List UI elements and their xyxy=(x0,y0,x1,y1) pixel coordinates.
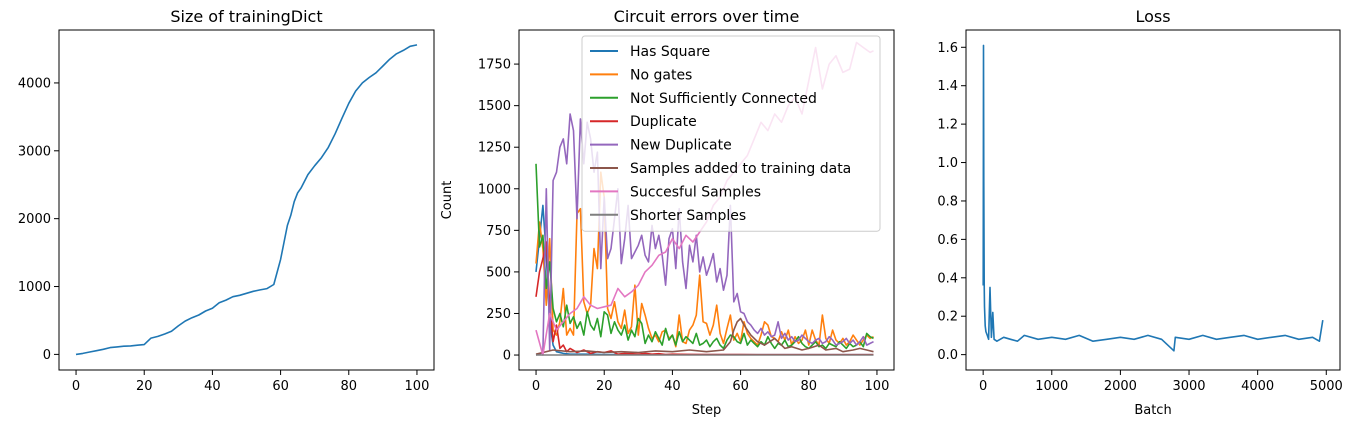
y-tick-label: 0.2 xyxy=(937,310,958,325)
y-tick-label: 1000 xyxy=(18,280,51,295)
legend: Has Square No gates Not Sufficiently Conne… xyxy=(581,35,881,232)
x-tick-label: 0 xyxy=(532,379,540,394)
x-tick-label: 80 xyxy=(800,379,817,394)
x-tick-label: 0 xyxy=(979,379,987,394)
x-tick-label: 2000 xyxy=(1104,379,1137,394)
plot-frame xyxy=(58,29,435,371)
y-tick-label: 1.0 xyxy=(937,156,958,171)
y-tick-label: 1.4 xyxy=(937,79,958,94)
y-tick-label: 0.6 xyxy=(937,233,958,248)
x-tick-label: 60 xyxy=(732,379,749,394)
y-tick-label: 1000 xyxy=(478,182,511,197)
series-line-samples-added-to-training-data xyxy=(535,317,874,355)
series-line-not-sufficiently-connected xyxy=(535,163,874,350)
y-tick-label: 500 xyxy=(486,265,511,280)
y-tick-label: 1500 xyxy=(478,99,511,114)
y-tick-label: 750 xyxy=(486,224,511,239)
y-tick-label: 3000 xyxy=(18,144,51,159)
x-tick-label: 1000 xyxy=(1035,379,1068,394)
plot-frame xyxy=(518,29,895,371)
x-tick-label: 0 xyxy=(72,379,80,394)
y-tick-label: 1250 xyxy=(478,141,511,156)
chart-title: Size of trainingDict xyxy=(170,7,322,26)
y-tick-label: 4000 xyxy=(18,76,51,91)
x-tick-label: 20 xyxy=(136,379,153,394)
y-tick-label: 0.4 xyxy=(937,271,958,286)
x-tick-label: 100 xyxy=(865,379,890,394)
x-tick-label: 40 xyxy=(204,379,221,394)
y-axis-label: Count xyxy=(440,181,455,220)
series-line-no-gates xyxy=(535,171,874,348)
chart-title: Circuit errors over time xyxy=(614,7,800,26)
x-tick-label: 60 xyxy=(272,379,289,394)
plot-frame xyxy=(965,29,1341,371)
x-tick-label: 20 xyxy=(596,379,613,394)
y-tick-label: 0 xyxy=(503,349,511,364)
y-tick-label: 250 xyxy=(486,307,511,322)
x-tick-label: 100 xyxy=(405,379,430,394)
x-tick-label: 5000 xyxy=(1310,379,1343,394)
legend-label-duplicate: Duplicate xyxy=(630,114,697,130)
y-tick-label: 2000 xyxy=(18,212,51,227)
legend-label-has-square: Has Square xyxy=(630,44,710,60)
series-line-duplicate xyxy=(535,241,874,356)
y-tick-label: 0 xyxy=(43,348,51,363)
legend-label-new-duplicate: New Duplicate xyxy=(630,138,732,154)
y-tick-label: 1.6 xyxy=(937,41,958,56)
x-axis-label: Batch xyxy=(1134,403,1171,418)
legend-label-samples-added-to-training-data: Samples added to training data xyxy=(630,161,851,177)
x-tick-label: 40 xyxy=(664,379,681,394)
series-line-1 xyxy=(982,44,1324,352)
legend-label-succesful-samples: Succesful Samples xyxy=(630,184,761,200)
x-axis-label: Step xyxy=(692,403,722,418)
x-tick-label: 4000 xyxy=(1241,379,1274,394)
chart-2: 0 20 40 60 80 10002505007501000125015001750Ci… xyxy=(440,7,895,418)
chart-3: 0 1000 2000 3000 4000 5000 0.0 0.2 0.4 0.6 0.8 1.0 1… xyxy=(937,7,1343,418)
x-tick-label: 3000 xyxy=(1172,379,1205,394)
legend-label-not-sufficiently-connected: Not Sufficiently Connected xyxy=(630,91,817,107)
series-line-1 xyxy=(75,44,418,356)
y-tick-label: 0.0 xyxy=(937,348,958,363)
legend-label-no-gates: No gates xyxy=(630,67,692,83)
legend-label-shorter-samples: Shorter Samples xyxy=(630,208,746,224)
chart-title: Loss xyxy=(1135,7,1170,26)
x-tick-label: 80 xyxy=(340,379,357,394)
legend-box xyxy=(581,35,881,232)
y-tick-label: 0.8 xyxy=(937,194,958,209)
y-tick-label: 1.2 xyxy=(937,118,958,133)
y-tick-label: 1750 xyxy=(478,58,511,73)
